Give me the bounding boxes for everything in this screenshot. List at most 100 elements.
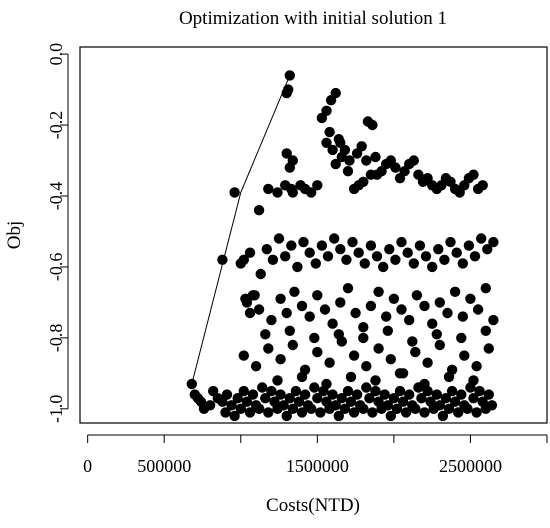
data-point bbox=[488, 236, 499, 248]
data-point bbox=[221, 389, 233, 400]
data-point bbox=[396, 304, 407, 315]
data-point bbox=[370, 151, 381, 163]
data-point bbox=[293, 396, 305, 407]
data-point bbox=[391, 403, 403, 414]
data-point bbox=[457, 258, 468, 269]
data-point bbox=[312, 180, 323, 191]
data-point bbox=[312, 393, 323, 404]
data-point bbox=[238, 350, 249, 361]
data-point bbox=[445, 236, 456, 248]
data-point bbox=[284, 325, 295, 336]
data-point bbox=[319, 304, 331, 315]
data-point bbox=[278, 400, 289, 411]
data-point bbox=[434, 339, 445, 351]
data-point bbox=[220, 407, 231, 418]
data-point bbox=[247, 290, 259, 301]
data-point bbox=[434, 400, 445, 411]
data-point bbox=[482, 244, 493, 255]
data-point bbox=[411, 290, 423, 301]
data-point bbox=[244, 307, 256, 319]
data-point bbox=[408, 258, 419, 269]
data-point bbox=[315, 407, 326, 418]
data-point bbox=[365, 240, 377, 251]
data-point bbox=[463, 240, 475, 251]
data-point bbox=[304, 247, 315, 258]
data-point bbox=[477, 180, 488, 191]
frontier-line bbox=[191, 75, 291, 385]
data-point bbox=[356, 141, 367, 152]
data-point bbox=[373, 343, 384, 354]
data-point bbox=[345, 396, 357, 407]
data-point bbox=[388, 293, 400, 304]
data-point bbox=[275, 389, 286, 400]
data-point bbox=[456, 332, 467, 344]
data-point bbox=[407, 336, 418, 347]
data-point bbox=[281, 148, 292, 159]
data-point bbox=[333, 329, 344, 340]
data-point bbox=[321, 105, 332, 117]
data-point bbox=[370, 385, 381, 397]
data-point bbox=[348, 350, 360, 361]
data-point bbox=[446, 385, 458, 397]
data-point bbox=[385, 354, 396, 365]
data-point bbox=[298, 236, 309, 248]
data-point bbox=[217, 254, 228, 265]
data-point bbox=[371, 251, 383, 262]
data-point bbox=[351, 389, 363, 400]
data-point bbox=[306, 187, 317, 198]
data-point bbox=[388, 393, 400, 404]
chart-title: Optimization with initial solution 1 bbox=[179, 8, 447, 29]
data-point bbox=[336, 151, 347, 163]
data-point bbox=[367, 407, 378, 418]
data-point bbox=[235, 403, 246, 414]
data-point bbox=[358, 332, 369, 344]
data-point bbox=[373, 286, 384, 297]
data-point bbox=[257, 382, 268, 393]
data-point bbox=[253, 403, 265, 414]
data-point bbox=[324, 126, 335, 138]
data-point bbox=[370, 375, 381, 386]
data-point bbox=[394, 368, 406, 379]
data-point bbox=[321, 137, 332, 148]
data-point bbox=[229, 410, 240, 422]
data-point bbox=[226, 400, 237, 411]
data-point bbox=[339, 403, 351, 414]
data-point bbox=[312, 290, 323, 301]
data-point bbox=[361, 155, 372, 166]
data-point bbox=[453, 407, 464, 418]
data-point bbox=[419, 300, 430, 312]
data-point bbox=[260, 329, 271, 340]
data-point bbox=[483, 389, 494, 400]
data-point bbox=[204, 400, 216, 411]
data-point bbox=[241, 396, 253, 407]
x-tick-label: 1500000 bbox=[286, 456, 349, 476]
data-point bbox=[286, 240, 297, 251]
data-point bbox=[486, 400, 498, 411]
data-point bbox=[284, 70, 295, 81]
data-point bbox=[443, 403, 455, 414]
data-point bbox=[381, 311, 392, 322]
data-point bbox=[235, 258, 246, 269]
data-point bbox=[330, 158, 341, 170]
data-point bbox=[342, 385, 354, 397]
data-point bbox=[263, 183, 274, 195]
data-point bbox=[247, 389, 259, 400]
data-point bbox=[367, 119, 378, 131]
data-point bbox=[471, 407, 482, 418]
data-point bbox=[410, 403, 421, 414]
data-point bbox=[309, 382, 320, 393]
y-tick-label: -0.8 bbox=[46, 324, 66, 353]
data-point bbox=[348, 407, 360, 418]
data-point bbox=[457, 311, 468, 322]
data-point bbox=[483, 343, 494, 354]
data-point bbox=[419, 378, 430, 390]
data-point bbox=[427, 261, 438, 273]
y-axis: 0.0 -0.2 -0.4 -0.6 -0.8 -1.0 bbox=[46, 43, 69, 423]
frontier-line-group bbox=[191, 75, 291, 385]
data-point bbox=[397, 396, 409, 407]
data-point bbox=[400, 407, 412, 418]
data-point bbox=[296, 407, 308, 418]
data-point bbox=[358, 176, 369, 187]
data-point bbox=[267, 254, 279, 265]
